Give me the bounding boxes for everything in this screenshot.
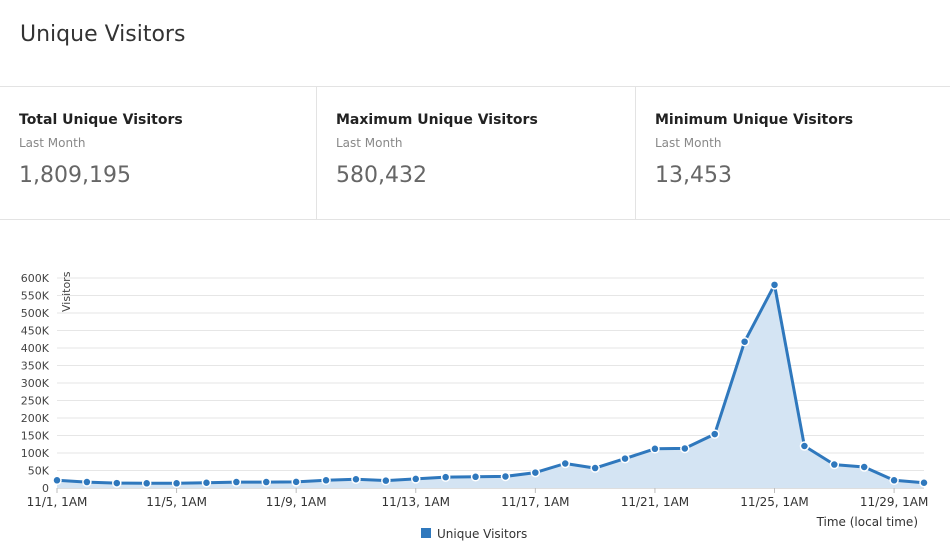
x-tick-label: 11/17, 1AM	[501, 495, 569, 509]
stat-total-unique-visitors: Total Unique Visitors Last Month 1,809,1…	[0, 87, 316, 219]
y-tick-label: 450K	[21, 325, 50, 338]
stat-label: Total Unique Visitors	[19, 112, 183, 128]
y-tick-label: 400K	[21, 342, 50, 355]
data-point	[680, 443, 690, 454]
legend-swatch	[421, 528, 431, 538]
y-tick-label: 0	[42, 482, 49, 495]
data-point	[650, 444, 660, 454]
data-point	[440, 472, 451, 482]
stats-divider	[0, 219, 950, 220]
stat-value: 1,809,195	[19, 163, 131, 188]
data-point	[859, 462, 869, 472]
stat-maximum-unique-visitors: Maximum Unique Visitors Last Month 580,4…	[316, 87, 635, 219]
data-point	[889, 475, 899, 486]
y-tick-label: 250K	[21, 395, 50, 408]
stat-period: Last Month	[336, 136, 403, 150]
stat-minimum-unique-visitors: Minimum Unique Visitors Last Month 13,45…	[635, 87, 950, 219]
page-title: Unique Visitors	[20, 22, 186, 47]
y-tick-label: 100K	[21, 447, 50, 460]
stat-value: 13,453	[655, 163, 732, 188]
data-point	[470, 472, 481, 482]
y-tick-label: 300K	[21, 377, 50, 390]
data-point	[82, 477, 92, 487]
data-point	[201, 478, 212, 488]
y-tick-label: 150K	[21, 430, 50, 443]
stat-period: Last Month	[655, 136, 722, 150]
y-tick-label: 350K	[21, 360, 50, 373]
data-point	[141, 478, 152, 489]
y-tick-label: 500K	[21, 307, 50, 320]
x-tick-label: 11/25, 1AM	[740, 495, 808, 509]
y-tick-label: 550K	[21, 290, 50, 303]
data-point	[231, 477, 242, 487]
y-tick-label: 600K	[21, 272, 50, 285]
data-point	[530, 467, 541, 478]
y-axis-label: Visitors	[60, 271, 73, 312]
header-divider	[0, 86, 950, 87]
data-point	[739, 336, 750, 347]
data-point	[261, 477, 272, 487]
x-tick-label: 11/9, 1AM	[266, 495, 327, 509]
data-point	[411, 474, 421, 484]
data-point	[52, 475, 62, 486]
y-tick-label: 50K	[28, 465, 50, 478]
data-point	[112, 478, 122, 488]
data-point	[799, 441, 810, 451]
x-tick-label: 11/5, 1AM	[146, 495, 207, 509]
data-point	[291, 477, 301, 487]
x-axis-label: Time (local time)	[816, 515, 918, 529]
data-point	[709, 429, 720, 439]
x-tick-label: 11/1, 1AM	[27, 495, 88, 509]
series-line	[56, 283, 925, 485]
x-tick-label: 11/21, 1AM	[621, 495, 689, 509]
data-point	[769, 280, 780, 290]
data-point	[321, 475, 331, 486]
data-point	[560, 458, 570, 469]
data-point	[590, 463, 600, 473]
stat-period: Last Month	[19, 136, 86, 150]
x-tick-label: 11/13, 1AM	[382, 495, 450, 509]
stat-value: 580,432	[336, 163, 427, 188]
data-point	[351, 474, 361, 484]
data-point	[500, 471, 511, 482]
data-point	[171, 478, 182, 489]
legend[interactable]: Unique Visitors	[421, 527, 527, 541]
data-point	[829, 459, 840, 470]
data-point	[919, 478, 929, 488]
legend-label: Unique Visitors	[437, 527, 527, 541]
y-tick-label: 200K	[21, 412, 50, 425]
x-tick-label: 11/29, 1AM	[860, 495, 928, 509]
data-point	[620, 453, 630, 464]
data-point	[381, 475, 391, 486]
stat-label: Maximum Unique Visitors	[336, 112, 538, 128]
stat-label: Minimum Unique Visitors	[655, 112, 854, 128]
